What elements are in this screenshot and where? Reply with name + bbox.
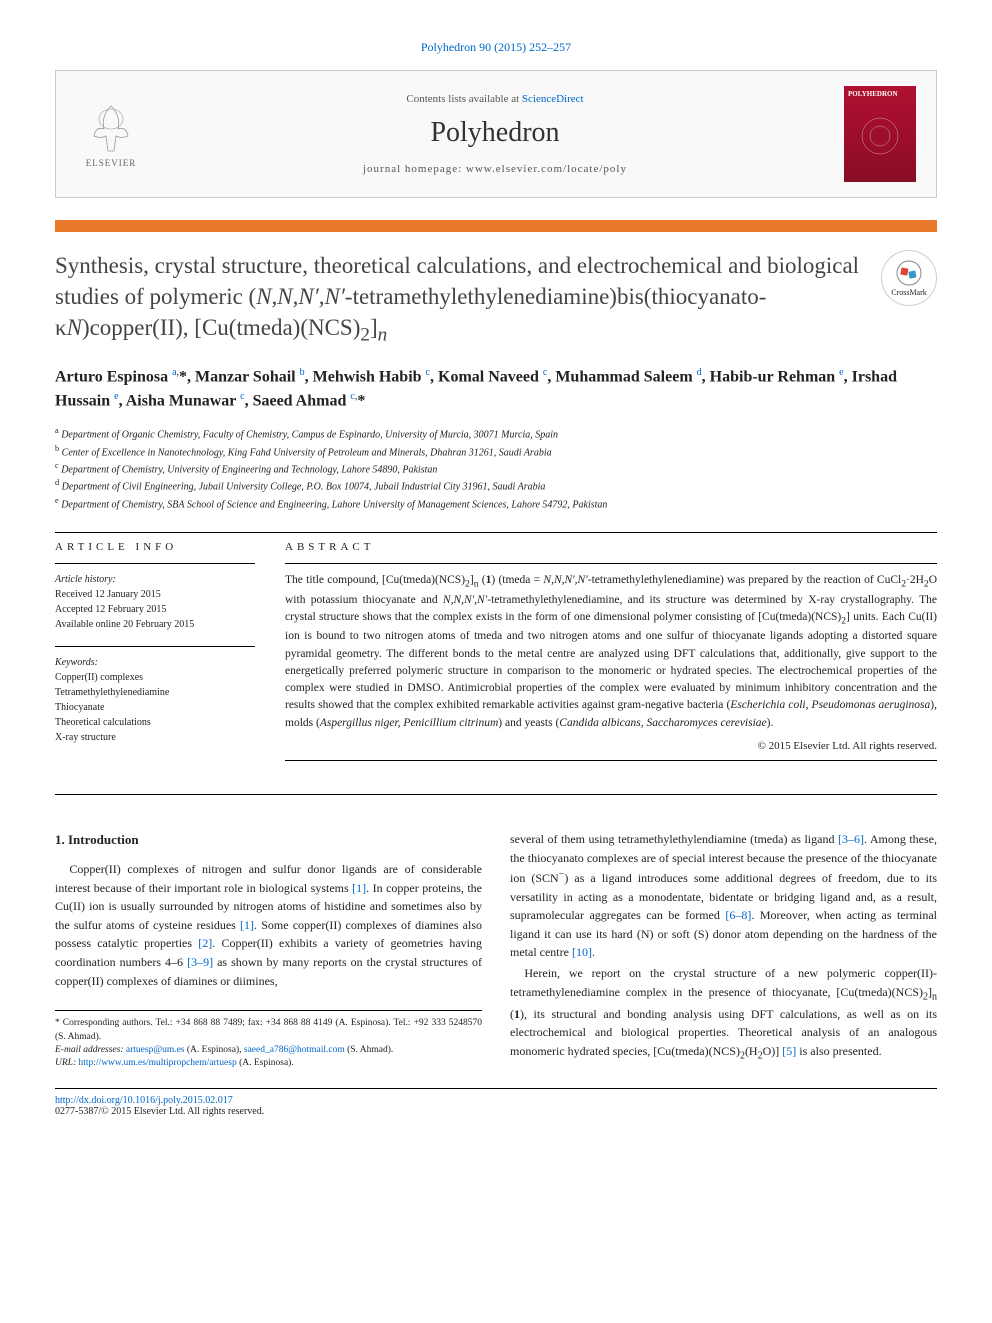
journal-cover-thumb: POLYHEDRON [844, 86, 916, 182]
aff-link-e[interactable]: e [839, 367, 843, 378]
affiliations: a Department of Organic Chemistry, Facul… [55, 425, 937, 512]
email-line: E-mail addresses: artuesp@um.es (A. Espi… [55, 1044, 482, 1057]
abstract-label: ABSTRACT [285, 541, 937, 553]
ref-link[interactable]: [6–8] [725, 908, 751, 922]
doi-link[interactable]: http://dx.doi.org/10.1016/j.poly.2015.02… [55, 1095, 233, 1106]
aff-link-d[interactable]: d [697, 367, 702, 378]
affiliation-row: a Department of Organic Chemistry, Facul… [55, 425, 937, 442]
article-info-label: ARTICLE INFO [55, 541, 255, 553]
elsevier-tree-icon [86, 101, 136, 156]
article-history: Article history: Received 12 January 201… [55, 572, 255, 632]
ref-link[interactable]: [1] [352, 881, 366, 895]
ref-link[interactable]: [5] [782, 1044, 796, 1058]
body-column-left: 1. Introduction Copper(II) complexes of … [55, 830, 482, 1070]
aff-link-c4[interactable]: c [350, 391, 354, 402]
aff-link-c[interactable]: c [426, 367, 430, 378]
aff-link-b[interactable]: b [300, 367, 305, 378]
article-info-column: ARTICLE INFO Article history: Received 1… [55, 541, 255, 769]
ref-link[interactable]: [2] [198, 936, 212, 950]
affiliation-row: c Department of Chemistry, University of… [55, 460, 937, 477]
body-text: 1. Introduction Copper(II) complexes of … [55, 830, 937, 1070]
corr-author-note: * Corresponding authors. Tel.: +34 868 8… [55, 1017, 482, 1044]
article-title: Synthesis, crystal structure, theoretica… [55, 250, 869, 349]
abstract-copyright: © 2015 Elsevier Ltd. All rights reserved… [285, 740, 937, 752]
elsevier-logo: ELSEVIER [76, 94, 146, 174]
homepage-url[interactable]: www.elsevier.com/locate/poly [466, 163, 627, 175]
section-heading: 1. Introduction [55, 830, 482, 850]
aff-link-c2[interactable]: c [543, 367, 547, 378]
crossmark-badge[interactable]: CrossMark [881, 250, 937, 306]
divider [55, 794, 937, 795]
ref-link[interactable]: [1] [240, 918, 254, 932]
author-list: Arturo Espinosa a,*, Manzar Sohail b, Me… [55, 365, 937, 414]
divider [285, 563, 937, 564]
affiliation-row: d Department of Civil Engineering, Jubai… [55, 477, 937, 494]
journal-name: Polyhedron [146, 117, 844, 149]
keywords-block: Keywords: Copper(II) complexes Tetrameth… [55, 655, 255, 745]
divider [55, 563, 255, 564]
email-link[interactable]: saeed_a786@hotmail.com [244, 1045, 345, 1055]
body-paragraph: several of them using tetramethylethylen… [510, 830, 937, 962]
ref-link[interactable]: [10] [572, 945, 592, 959]
issn-copyright: 0277-5387/© 2015 Elsevier Ltd. All right… [55, 1106, 264, 1117]
sciencedirect-link[interactable]: ScienceDirect [522, 93, 584, 105]
divider [285, 760, 937, 761]
contents-available-line: Contents lists available at ScienceDirec… [146, 93, 844, 105]
ref-link[interactable]: [3–9] [187, 955, 213, 969]
cover-art-icon [844, 86, 916, 182]
top-citation-link[interactable]: Polyhedron 90 (2015) 252–257 [421, 40, 571, 54]
abstract-column: ABSTRACT The title compound, [Cu(tmeda)(… [285, 541, 937, 769]
body-paragraph: Copper(II) complexes of nitrogen and sul… [55, 860, 482, 990]
aff-link-e2[interactable]: e [114, 391, 118, 402]
aff-link-a[interactable]: a [172, 367, 176, 378]
email-link[interactable]: artuesp@um.es [126, 1045, 185, 1055]
body-paragraph: Herein, we report on the crystal structu… [510, 964, 937, 1064]
affiliation-row: e Department of Chemistry, SBA School of… [55, 495, 937, 512]
divider [55, 646, 255, 647]
crossmark-icon [896, 260, 922, 286]
elsevier-label: ELSEVIER [86, 158, 137, 168]
abstract-text: The title compound, [Cu(tmeda)(NCS)2]n (… [285, 572, 937, 732]
divider [55, 532, 937, 533]
affiliation-row: b Center of Excellence in Nanotechnology… [55, 443, 937, 460]
footer-doi-line: http://dx.doi.org/10.1016/j.poly.2015.02… [55, 1088, 937, 1117]
journal-header: ELSEVIER Contents lists available at Sci… [55, 70, 937, 198]
header-center: Contents lists available at ScienceDirec… [146, 93, 844, 175]
corresponding-footnotes: * Corresponding authors. Tel.: +34 868 8… [55, 1010, 482, 1070]
aff-link-c3[interactable]: c [240, 391, 244, 402]
top-citation: Polyhedron 90 (2015) 252–257 [55, 40, 937, 55]
homepage-line: journal homepage: www.elsevier.com/locat… [146, 163, 844, 175]
url-line: URL: http://www.um.es/multipropchem/artu… [55, 1057, 482, 1070]
body-column-right: several of them using tetramethylethylen… [510, 830, 937, 1070]
orange-divider-bar [55, 220, 937, 232]
ref-link[interactable]: [3–6] [838, 832, 864, 846]
author-url-link[interactable]: http://www.um.es/multipropchem/artuesp [79, 1058, 237, 1068]
